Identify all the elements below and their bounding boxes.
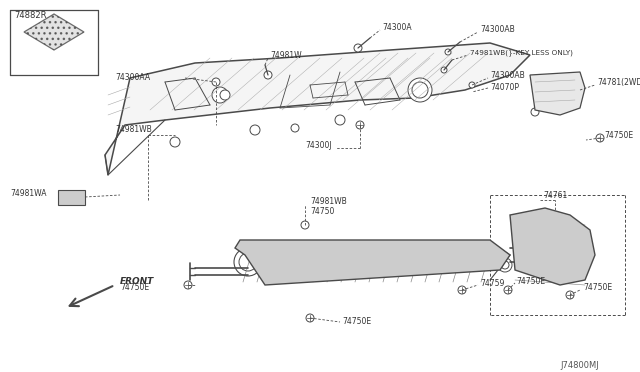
Circle shape [504,286,512,294]
Circle shape [441,67,447,73]
Circle shape [335,115,345,125]
Circle shape [501,261,509,269]
Text: 74981WB(}-KEY LESS ONLY): 74981WB(}-KEY LESS ONLY) [470,49,573,57]
Text: 74750E: 74750E [604,131,633,141]
Circle shape [469,82,475,88]
Circle shape [445,49,451,55]
Circle shape [301,221,309,229]
Circle shape [212,87,228,103]
Text: 74070P: 74070P [490,83,519,93]
Circle shape [531,108,539,116]
Circle shape [239,253,257,271]
Text: 74981W: 74981W [270,51,301,61]
Text: 74300A: 74300A [382,23,412,32]
Circle shape [458,286,466,294]
Text: 74300AB: 74300AB [490,71,525,80]
Text: 74300AA: 74300AA [115,73,150,81]
Circle shape [234,248,262,276]
Text: 74981WB: 74981WB [115,125,152,135]
Text: 74750: 74750 [310,208,334,217]
Circle shape [264,71,272,79]
Circle shape [170,137,180,147]
Circle shape [184,281,192,289]
Polygon shape [58,190,85,205]
Circle shape [566,291,574,299]
Text: 74981WB: 74981WB [310,198,347,206]
Text: FRONT: FRONT [120,278,154,286]
Circle shape [408,78,432,102]
Text: 74300J: 74300J [305,141,332,150]
Text: 74761: 74761 [543,192,567,201]
Polygon shape [105,43,530,175]
Polygon shape [235,240,510,285]
Circle shape [354,44,362,52]
Text: 74300AB: 74300AB [480,26,515,35]
Text: 74750E: 74750E [516,276,545,285]
Text: 74750E: 74750E [342,317,371,327]
Polygon shape [530,72,585,115]
Circle shape [412,82,428,98]
Text: J74800MJ: J74800MJ [560,360,599,369]
Circle shape [356,121,364,129]
Text: 74981WA: 74981WA [10,189,47,198]
Text: 74882R: 74882R [14,12,47,20]
Circle shape [306,314,314,322]
Text: 74781(2WD): 74781(2WD) [597,78,640,87]
Circle shape [220,90,230,100]
Circle shape [250,125,260,135]
Text: 74750E: 74750E [583,283,612,292]
Circle shape [498,258,512,272]
Text: 74759: 74759 [480,279,504,288]
Text: 74750E: 74750E [120,283,149,292]
Circle shape [291,124,299,132]
Circle shape [596,134,604,142]
Circle shape [212,78,220,86]
Polygon shape [24,14,84,50]
Polygon shape [510,208,595,285]
